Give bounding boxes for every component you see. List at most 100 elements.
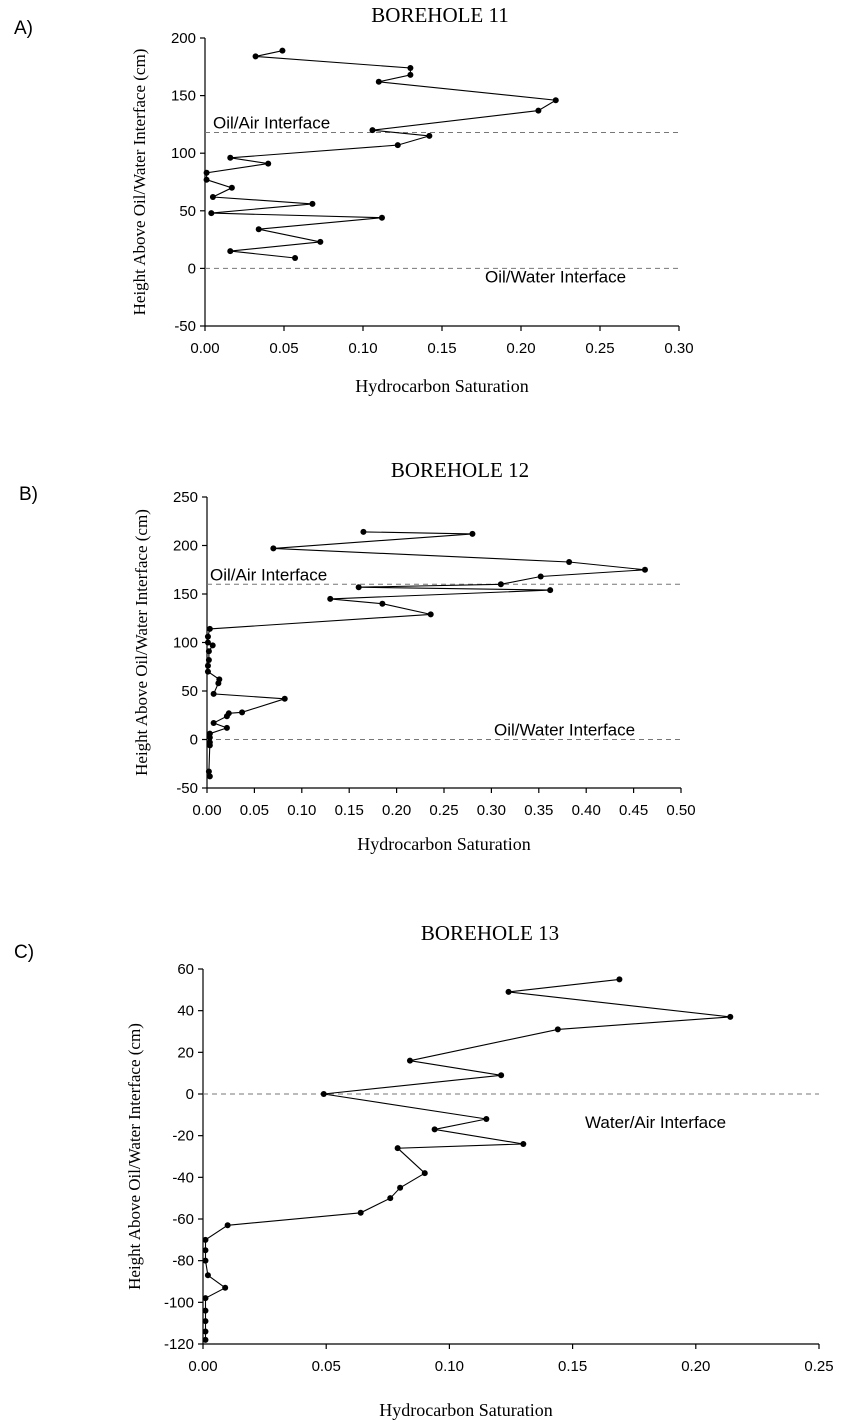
data-point — [292, 255, 299, 262]
y-tick-label: 100 — [171, 145, 196, 162]
x-tick-label: 0.30 — [477, 802, 506, 819]
data-point — [202, 1257, 209, 1264]
data-point — [228, 184, 235, 191]
y-axis-label: Height Above Oil/Water Interface (cm) — [130, 49, 149, 316]
y-tick-label: 100 — [173, 635, 198, 652]
data-point — [469, 530, 476, 537]
x-tick-label: 0.25 — [429, 802, 458, 819]
data-point — [505, 988, 512, 995]
interface-label: Oil/Air Interface — [213, 113, 330, 132]
data-point — [426, 132, 433, 139]
data-point — [375, 78, 382, 85]
y-axis-label: Height Above Oil/Water Interface (cm) — [125, 1023, 144, 1290]
saturation-line — [204, 978, 731, 1340]
panel-a-letter: A) — [14, 18, 33, 39]
chart-title: BOREHOLE 12 — [391, 458, 529, 482]
data-point — [407, 71, 414, 78]
y-tick-label: -20 — [172, 1128, 194, 1145]
x-tick-label: 0.30 — [664, 340, 693, 357]
data-point — [205, 648, 212, 655]
data-point — [223, 713, 230, 720]
data-point — [204, 639, 211, 646]
x-tick-label: 0.45 — [619, 802, 648, 819]
chart-panel-3: BOREHOLE 13 0.00 0.05 0.10 0.15 0.20 0.25 60 40 2… — [125, 921, 834, 1420]
data-point — [320, 1091, 327, 1097]
x-tick-label: 0.05 — [312, 1358, 341, 1375]
chart-panel-1: BOREHOLE 11 0.00 0.05 0.10 0.15 0.20 0.25 0.30 2… — [130, 3, 694, 396]
data-point — [360, 528, 367, 535]
x-tick-label: 0.05 — [240, 802, 269, 819]
y-tick-label: 200 — [173, 538, 198, 555]
data-point — [535, 107, 542, 114]
data-point — [204, 668, 211, 675]
x-tick-label: 0.10 — [435, 1358, 464, 1375]
y-tick-label: 0 — [190, 732, 198, 749]
x-tick-label: 0.00 — [188, 1358, 217, 1375]
data-point — [204, 633, 211, 640]
x-tick-label: 0.10 — [348, 340, 377, 357]
data-point — [255, 226, 262, 233]
data-point — [279, 47, 286, 54]
data-point — [270, 545, 277, 552]
y-tick-label: -120 — [164, 1336, 194, 1353]
data-point — [204, 1272, 211, 1279]
x-tick-label: 0.15 — [427, 340, 456, 357]
data-point — [202, 1295, 209, 1302]
data-point — [227, 154, 234, 161]
data-point — [554, 1026, 561, 1033]
data-point — [208, 210, 215, 217]
data-point — [407, 64, 414, 71]
data-point — [369, 127, 376, 134]
data-point — [210, 690, 217, 697]
y-tick-label: 0 — [186, 1086, 194, 1103]
y-tick-label: 0 — [188, 260, 196, 277]
data-point — [309, 200, 316, 207]
data-point — [215, 680, 222, 687]
data-point — [566, 558, 573, 565]
y-tick-label: 20 — [177, 1044, 194, 1061]
interface-label: Oil/Water Interface — [494, 721, 635, 740]
data-point — [206, 773, 213, 780]
interface-label: Oil/Air Interface — [210, 565, 327, 584]
x-tick-label: 0.20 — [506, 340, 535, 357]
data-point — [239, 709, 246, 716]
data-point — [378, 214, 385, 221]
data-point — [394, 1145, 401, 1152]
data-point — [281, 695, 288, 702]
data-point — [205, 656, 212, 663]
data-point — [406, 1057, 413, 1064]
y-tick-label: -50 — [176, 780, 198, 797]
x-tick-label: 0.15 — [558, 1358, 587, 1375]
x-tick-label: 0.35 — [524, 802, 553, 819]
data-point — [206, 625, 213, 632]
data-point — [265, 160, 272, 167]
y-tick-label: 200 — [171, 30, 196, 47]
data-point — [421, 1170, 428, 1177]
chart-title: BOREHOLE 13 — [421, 921, 559, 945]
data-point — [202, 1307, 209, 1314]
data-point — [537, 573, 544, 580]
data-point — [520, 1141, 527, 1147]
y-tick-label: 50 — [179, 203, 196, 220]
x-tick-label: 0.25 — [804, 1358, 833, 1375]
data-point — [641, 566, 648, 573]
data-point — [209, 642, 216, 649]
y-tick-label: -50 — [174, 318, 196, 335]
data-point — [431, 1126, 438, 1133]
data-point — [397, 1184, 404, 1191]
data-point — [222, 1284, 229, 1291]
x-tick-label: 0.00 — [192, 802, 221, 819]
data-point — [223, 724, 230, 731]
x-tick-label: 0.00 — [190, 340, 219, 357]
interface-label: Oil/Water Interface — [485, 267, 626, 286]
x-tick-label: 0.50 — [666, 802, 695, 819]
data-point — [224, 1222, 231, 1229]
y-axis-label: Height Above Oil/Water Interface (cm) — [132, 509, 151, 776]
y-tick-label: -40 — [172, 1169, 194, 1186]
x-tick-label: 0.15 — [335, 802, 364, 819]
y-tick-label: 250 — [173, 489, 198, 506]
x-tick-label: 0.25 — [585, 340, 614, 357]
panel-b-letter: B) — [19, 484, 38, 505]
data-point — [727, 1013, 734, 1020]
